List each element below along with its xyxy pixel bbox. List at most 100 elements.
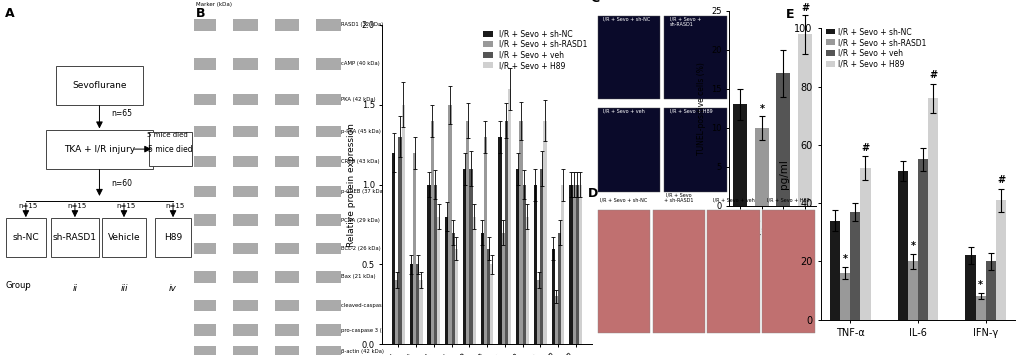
Bar	[663, 16, 726, 99]
Text: #: #	[800, 2, 808, 13]
Bar	[316, 300, 340, 311]
Text: n=15: n=15	[18, 203, 38, 209]
Bar	[572, 185, 575, 344]
Bar	[233, 346, 258, 355]
Text: RASD1 (32 kDa): RASD1 (32 kDa)	[340, 22, 383, 27]
Bar	[316, 19, 340, 31]
Bar	[275, 156, 300, 167]
Text: D: D	[587, 187, 597, 200]
Bar	[652, 211, 704, 333]
Text: p-PKA (45 kDa): p-PKA (45 kDa)	[340, 129, 380, 134]
Bar	[974, 296, 984, 320]
Bar	[490, 264, 493, 344]
Bar	[433, 185, 436, 344]
Bar	[444, 217, 448, 344]
Bar	[454, 248, 458, 344]
FancyBboxPatch shape	[149, 132, 192, 166]
Text: TKA + I/R injury: TKA + I/R injury	[64, 144, 135, 154]
Bar	[316, 324, 340, 336]
Bar	[192, 19, 216, 31]
Text: ii: ii	[72, 284, 77, 293]
Text: p-CREB (37 kDa): p-CREB (37 kDa)	[340, 189, 384, 194]
Text: A: A	[5, 7, 14, 20]
Bar	[391, 153, 394, 344]
Bar	[516, 169, 519, 344]
Bar	[984, 261, 995, 320]
Bar	[316, 271, 340, 283]
Bar	[233, 58, 258, 70]
Text: i: i	[24, 284, 28, 293]
Text: 5 mice died: 5 mice died	[147, 132, 187, 138]
Text: B: B	[196, 7, 205, 20]
Text: iii: iii	[120, 284, 127, 293]
Bar	[480, 233, 483, 344]
Text: PCNA (29 kDa): PCNA (29 kDa)	[340, 218, 379, 223]
Text: 5 mice died: 5 mice died	[148, 144, 193, 154]
Bar	[419, 280, 422, 344]
Bar	[233, 156, 258, 167]
Bar	[275, 58, 300, 70]
Text: cleaved-caspase 3 (17 kDa): cleaved-caspase 3 (17 kDa)	[340, 303, 414, 308]
Bar	[275, 346, 300, 355]
Bar	[275, 324, 300, 336]
Bar	[569, 185, 572, 344]
Bar	[233, 126, 258, 137]
Text: BCL-2 (26 kDa): BCL-2 (26 kDa)	[340, 246, 380, 251]
Text: Sevoflurane: Sevoflurane	[72, 81, 126, 90]
Bar	[436, 217, 440, 344]
Text: *: *	[842, 253, 847, 264]
Bar	[192, 186, 216, 197]
Bar	[275, 186, 300, 197]
Bar	[840, 273, 850, 320]
Bar	[233, 300, 258, 311]
Text: Vehicle: Vehicle	[108, 233, 141, 242]
Text: CREB (43 kDa): CREB (43 kDa)	[340, 159, 379, 164]
Bar	[533, 185, 537, 344]
Bar	[316, 346, 340, 355]
Text: C: C	[589, 0, 598, 5]
Text: sh-RASD1: sh-RASD1	[53, 233, 97, 242]
Text: Bax (21 kDa): Bax (21 kDa)	[340, 274, 375, 279]
Bar	[560, 185, 564, 344]
Text: sh-NC: sh-NC	[12, 233, 39, 242]
Y-axis label: Relative protein expression: Relative protein expression	[346, 123, 356, 246]
Bar	[192, 126, 216, 137]
Bar	[192, 324, 216, 336]
Bar	[410, 264, 413, 344]
Text: *: *	[910, 240, 914, 251]
Bar	[469, 169, 472, 344]
Bar	[850, 212, 860, 320]
Bar	[316, 58, 340, 70]
Text: pro-caspase 3 (35 kDa): pro-caspase 3 (35 kDa)	[340, 328, 403, 333]
Bar	[554, 296, 557, 344]
Bar	[927, 98, 937, 320]
Bar	[472, 217, 475, 344]
Text: n=15: n=15	[67, 203, 87, 209]
Bar	[597, 211, 650, 333]
Bar	[897, 171, 907, 320]
Text: cAMP (40 kDa): cAMP (40 kDa)	[340, 61, 379, 66]
Bar	[413, 153, 416, 344]
Bar	[733, 104, 747, 206]
Bar	[829, 220, 840, 320]
Bar	[504, 121, 507, 344]
Bar	[498, 137, 501, 344]
Bar	[192, 58, 216, 70]
Text: *: *	[977, 280, 982, 290]
Text: E: E	[786, 8, 794, 21]
Text: Marker (kDa): Marker (kDa)	[196, 2, 231, 7]
Text: I/R + Sevo
+ sh-RASD1: I/R + Sevo + sh-RASD1	[663, 192, 693, 203]
Bar	[463, 169, 466, 344]
Bar	[537, 280, 540, 344]
FancyBboxPatch shape	[6, 218, 46, 257]
Bar	[466, 121, 469, 344]
Bar	[427, 185, 430, 344]
Y-axis label: TUNEL-positive cells (%): TUNEL-positive cells (%)	[696, 62, 705, 155]
Bar	[192, 156, 216, 167]
Text: H89: H89	[164, 233, 182, 242]
Bar	[907, 261, 917, 320]
FancyBboxPatch shape	[51, 218, 99, 257]
Bar	[275, 214, 300, 226]
Bar	[192, 243, 216, 254]
Bar	[192, 300, 216, 311]
